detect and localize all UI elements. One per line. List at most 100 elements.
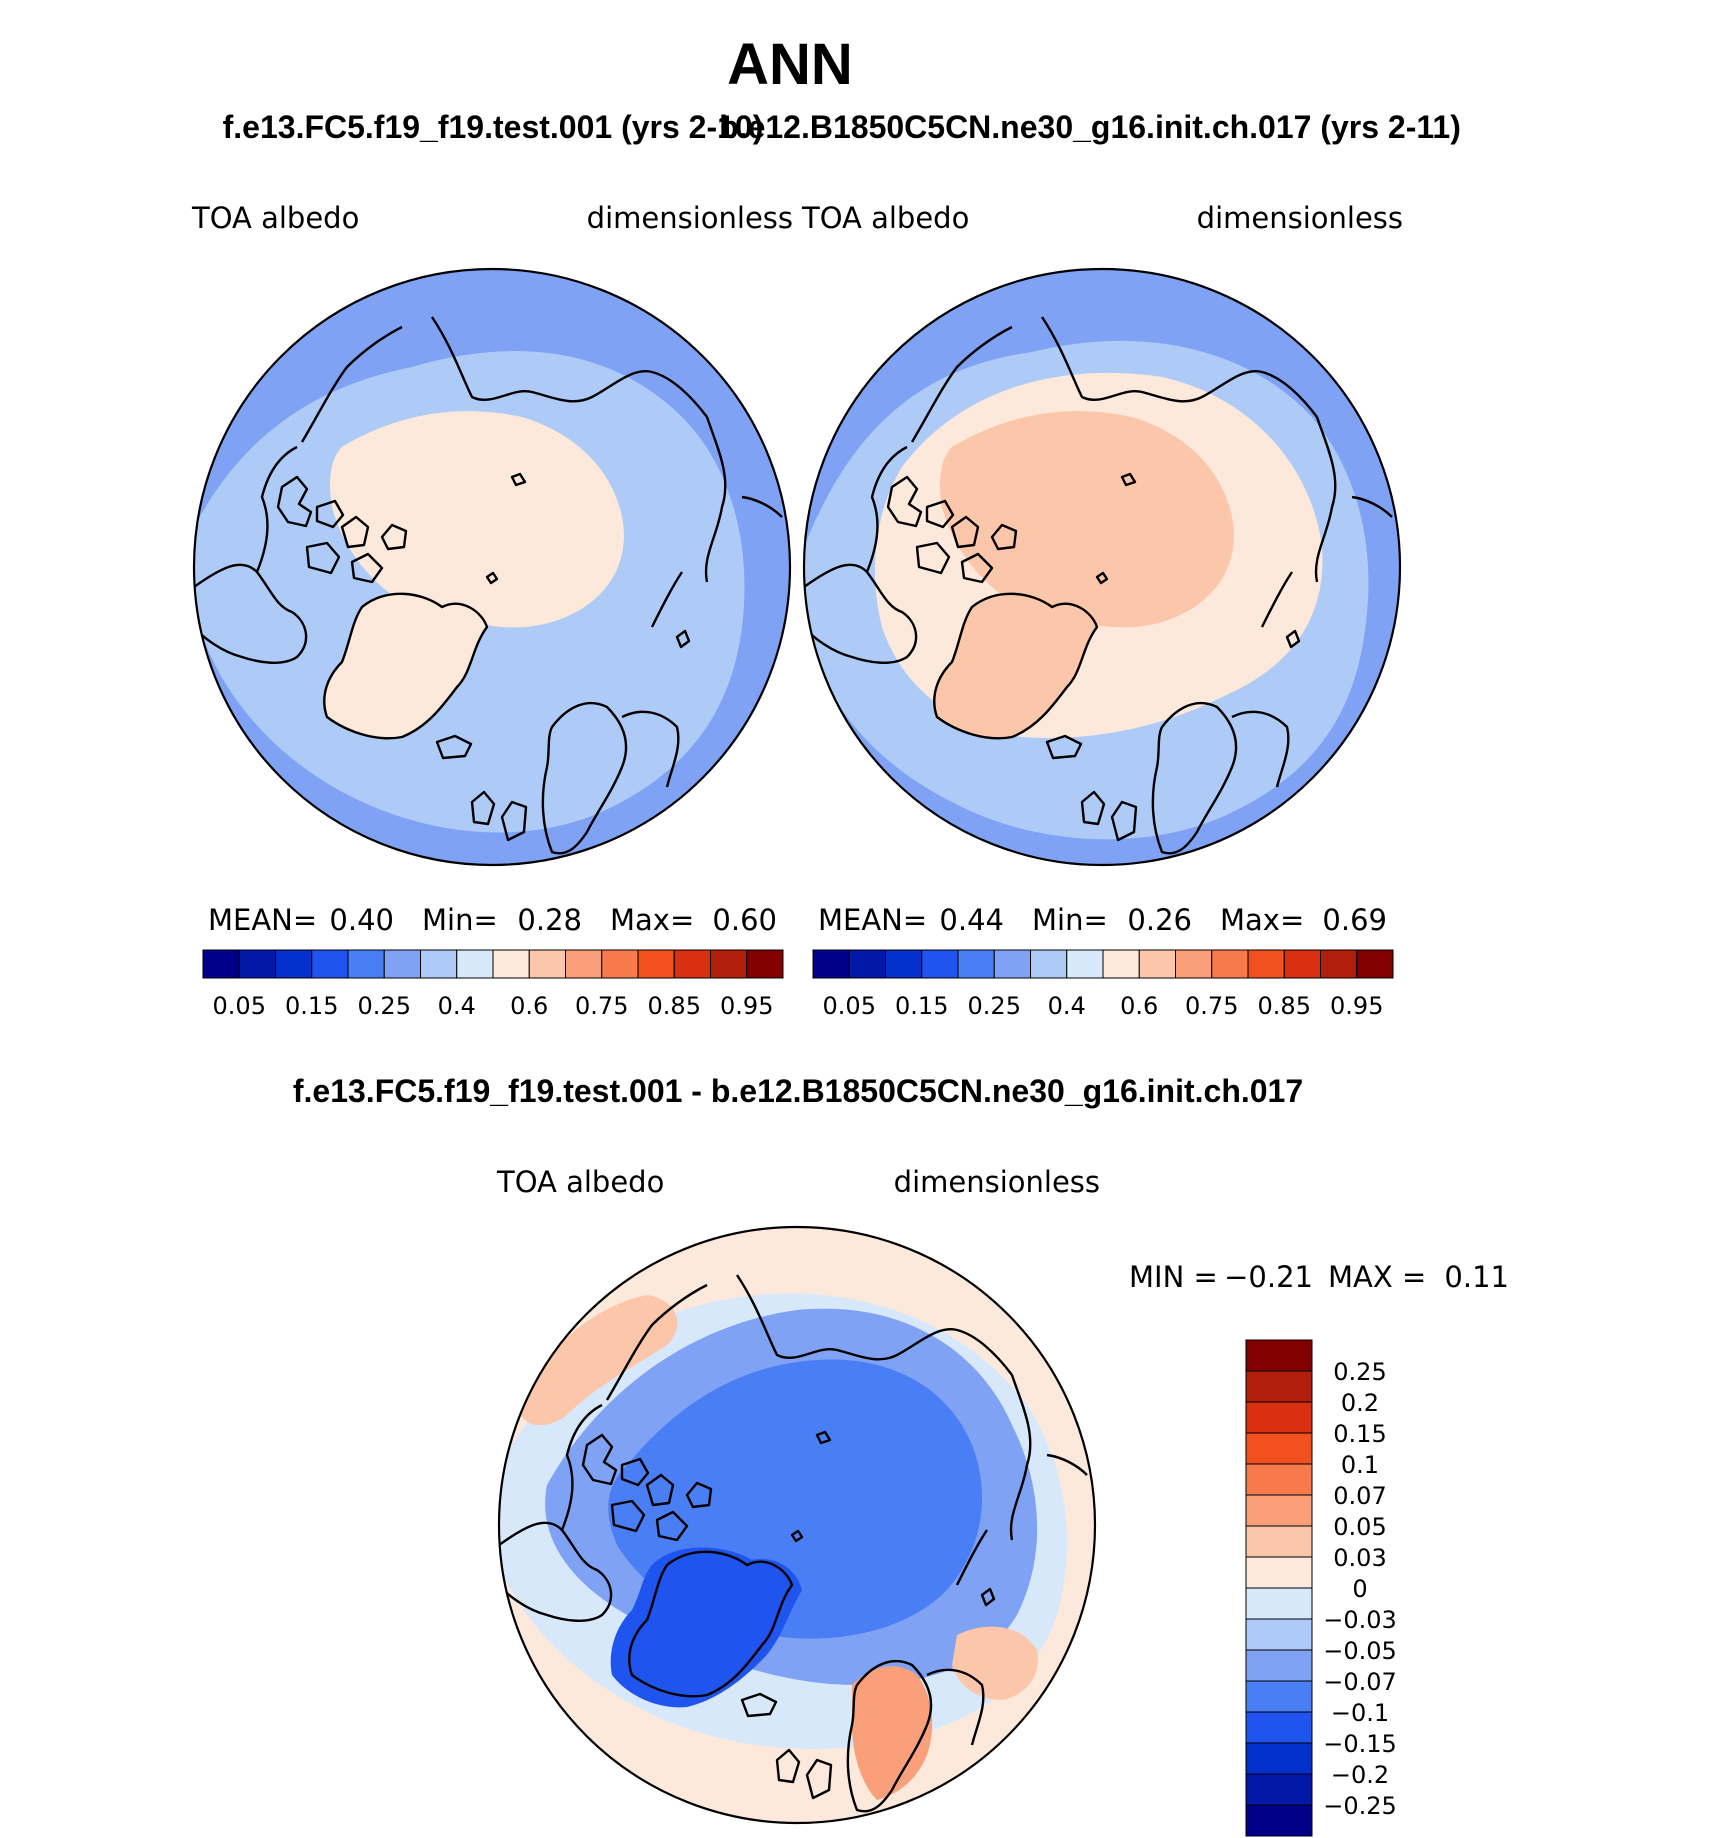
panel-b-mean-value: 0.44 — [939, 903, 1004, 937]
panel-a-colorbar-swatch — [383, 949, 421, 979]
panel-b-map-border — [802, 267, 1402, 867]
panel-a-greenland-field — [324, 593, 487, 739]
panel-b-colorbar-swatch — [885, 949, 923, 979]
panel-a-colorbar-tick-label: 0.25 — [358, 992, 411, 1020]
difference-colorbar-swatch — [1245, 1711, 1313, 1744]
panel-a-min-value: 0.28 — [517, 903, 582, 937]
panel-a-colorbar-swatch — [456, 949, 494, 979]
difference-polar-map — [497, 1225, 1097, 1825]
difference-colorbar-swatch — [1245, 1494, 1313, 1527]
panel-a-map-border — [192, 267, 792, 867]
panel-b-colorbar-swatch — [812, 949, 850, 979]
panel-a-stats: MEAN= 0.40 Min= 0.28 Max= 0.60 — [208, 903, 777, 937]
panel-b-min-value: 0.26 — [1127, 903, 1192, 937]
diff-positive-patch-pacific — [517, 1295, 678, 1426]
panel-b-colorbar: 0.05 0.15 0.25 0.4 0.6 0.75 0.85 0.95 — [812, 949, 1394, 1020]
difference-colorbar-tick-label: 0.2 — [1341, 1389, 1379, 1417]
panel-a-colorbar-tick-label: 0.15 — [285, 992, 338, 1020]
difference-colorbar: 0.25 0.2 0.15 0.1 0.07 0.05 0.03 0 −0.03 −0.05 −0.… — [1245, 1339, 1397, 1837]
difference-colorbar-swatch — [1245, 1649, 1313, 1682]
figure-title: ANN — [727, 32, 853, 97]
panel-b-variable-label: TOA albedo — [801, 201, 969, 235]
difference-colorbar-swatch — [1245, 1525, 1313, 1558]
difference-colorbar-tick-label: 0.05 — [1333, 1513, 1386, 1541]
panel-b-colorbar-tick-label: 0.15 — [895, 992, 948, 1020]
difference-colorbar-swatch — [1245, 1370, 1313, 1403]
difference-colorbar-tick-label: −0.07 — [1323, 1668, 1397, 1696]
difference-colorbar-tick-label: −0.25 — [1323, 1792, 1397, 1820]
panel-b-colorbar-swatch — [1175, 949, 1213, 979]
panel-b-arctic-field — [940, 411, 1234, 628]
panel-b-colorbar-tick-label: 0.85 — [1258, 992, 1311, 1020]
case-a-title: f.e13.FC5.f19_f19.test.001 (yrs 2-10) — [223, 109, 764, 145]
panel-b-units-label: dimensionless — [1197, 201, 1403, 235]
panel-a-colorbar-tick-label: 0.75 — [575, 992, 628, 1020]
diff-variable-label: TOA albedo — [496, 1165, 664, 1199]
panel-b-colorbar-tick-label: 0.6 — [1120, 992, 1158, 1020]
panel-b-max-label: Max= — [1220, 903, 1304, 937]
diff-max-value: 0.11 — [1444, 1260, 1509, 1294]
difference-colorbar-swatch — [1245, 1556, 1313, 1589]
panel-a-colorbar-swatch — [637, 949, 675, 979]
panel-a-colorbar-swatch — [202, 949, 240, 979]
difference-colorbar-swatch — [1245, 1463, 1313, 1496]
panel-b-colorbar-swatch — [1138, 949, 1176, 979]
panel-a-colorbar-swatch — [238, 949, 276, 979]
panel-b-colorbar-swatch — [957, 949, 995, 979]
panel-a-mean-label: MEAN= — [208, 903, 317, 937]
panel-b-colorbar-swatch — [1102, 949, 1140, 979]
panel-a-polar-map — [192, 267, 792, 867]
panel-a-variable-label: TOA albedo — [191, 201, 359, 235]
panel-b-colorbar-swatch — [848, 949, 886, 979]
diff-min-label: MIN = — [1129, 1260, 1218, 1294]
panel-a-colorbar-swatch — [528, 949, 566, 979]
diff-units-label: dimensionless — [894, 1165, 1100, 1199]
difference-colorbar-tick-label: −0.1 — [1331, 1699, 1389, 1727]
panel-a-colorbar-swatch — [275, 949, 313, 979]
panel-b-stats: MEAN= 0.44 Min= 0.26 Max= 0.69 — [818, 903, 1387, 937]
difference-colorbar-tick-label: 0.1 — [1341, 1451, 1379, 1479]
panel-a-max-value: 0.60 — [712, 903, 777, 937]
difference-colorbar-tick-label: 0.03 — [1333, 1544, 1386, 1572]
difference-colorbar-tick-label: 0 — [1352, 1575, 1367, 1603]
diff-max-label: MAX = — [1328, 1260, 1426, 1294]
difference-colorbar-tick-label: 0.15 — [1333, 1420, 1386, 1448]
difference-colorbar-swatch — [1245, 1401, 1313, 1434]
panel-a-colorbar-swatch — [565, 949, 603, 979]
panel-a-colorbar-tick-label: 0.85 — [648, 992, 701, 1020]
panel-b-colorbar-swatch — [921, 949, 959, 979]
diff-positive-patch-siberia — [952, 1626, 1038, 1700]
panel-b-polar-map — [802, 267, 1402, 867]
panel-b-min-label: Min= — [1032, 903, 1108, 937]
difference-colorbar-tick-label: −0.15 — [1323, 1730, 1397, 1758]
panel-b-colorbar-swatch — [993, 949, 1031, 979]
difference-colorbar-swatch — [1245, 1804, 1313, 1837]
difference-title: f.e13.FC5.f19_f19.test.001 - b.e12.B1850… — [293, 1073, 1303, 1109]
panel-b-colorbar-swatch — [1066, 949, 1104, 979]
panel-a-arctic-field — [330, 411, 624, 628]
panel-b-max-value: 0.69 — [1322, 903, 1387, 937]
panel-a-colorbar-tick-label: 0.6 — [510, 992, 548, 1020]
difference-colorbar-tick-label: −0.03 — [1323, 1606, 1397, 1634]
panel-b-colorbar-tick-label: 0.25 — [968, 992, 1021, 1020]
panel-b-greenland-field — [934, 593, 1097, 739]
panel-a-colorbar-swatch — [492, 949, 530, 979]
panel-a-colorbar-tick-label: 0.05 — [213, 992, 266, 1020]
difference-colorbar-swatch — [1245, 1773, 1313, 1806]
difference-colorbar-swatch — [1245, 1587, 1313, 1620]
panel-b-colorbar-tick-label: 0.95 — [1330, 992, 1383, 1020]
panel-b-colorbar-swatch — [1247, 949, 1285, 979]
diff-positive-patch-scandinavia — [852, 1666, 933, 1800]
diff-min-value: −0.21 — [1224, 1260, 1313, 1294]
panel-a-max-label: Max= — [610, 903, 694, 937]
difference-colorbar-swatch — [1245, 1339, 1313, 1372]
difference-colorbar-swatch — [1245, 1618, 1313, 1651]
panel-b-colorbar-tick-label: 0.75 — [1185, 992, 1238, 1020]
panel-a-colorbar-tick-label: 0.4 — [438, 992, 476, 1020]
panel-b-colorbar-tick-label: 0.05 — [823, 992, 876, 1020]
panel-b-colorbar-swatch — [1320, 949, 1358, 979]
difference-colorbar-tick-label: −0.2 — [1331, 1761, 1389, 1789]
difference-colorbar-swatch — [1245, 1742, 1313, 1775]
difference-map-border — [497, 1225, 1097, 1825]
